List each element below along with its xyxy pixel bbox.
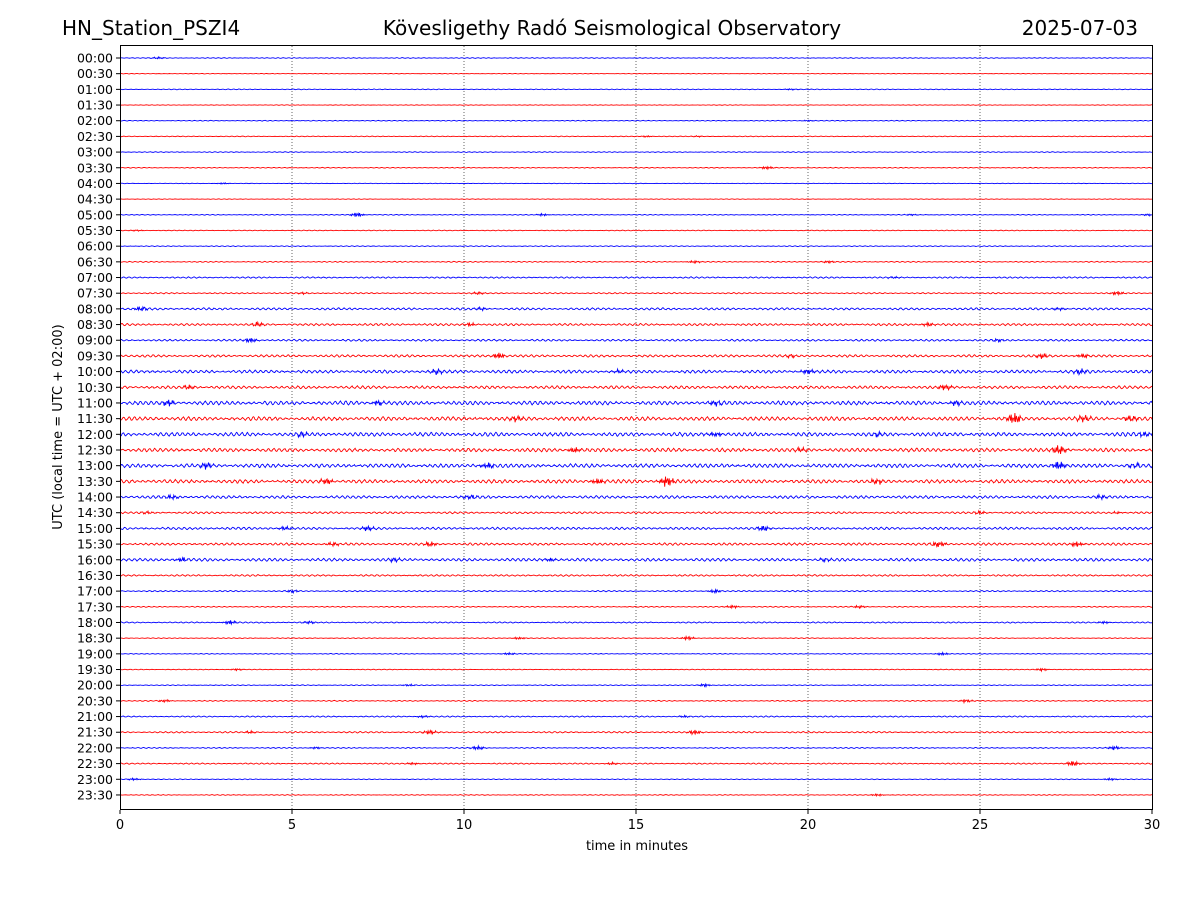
y-tick-label: 19:30 <box>77 662 113 677</box>
y-tick-label: 19:00 <box>77 646 113 661</box>
y-tick-label: 16:00 <box>77 552 113 567</box>
y-tick-label: 10:30 <box>77 380 113 395</box>
y-tick-label: 17:00 <box>77 584 113 599</box>
y-tick-label: 10:00 <box>77 364 113 379</box>
y-tick-label: 04:30 <box>77 192 113 207</box>
y-tick-label: 08:30 <box>77 317 113 332</box>
x-tick-label: 30 <box>1144 818 1161 833</box>
y-tick-label: 14:30 <box>77 505 113 520</box>
y-tick-label: 08:00 <box>77 301 113 316</box>
y-tick-label: 23:00 <box>77 772 113 787</box>
station-title: HN_Station_PSZI4 <box>62 16 240 40</box>
y-tick-label: 16:30 <box>77 568 113 583</box>
y-tick-label: 22:30 <box>77 756 113 771</box>
y-tick-label: 06:00 <box>77 239 113 254</box>
y-tick-label: 05:00 <box>77 207 113 222</box>
observatory-title: Kövesligethy Radó Seismological Observat… <box>383 16 841 40</box>
y-tick-label: 01:30 <box>77 98 113 113</box>
y-tick-label: 20:00 <box>77 678 113 693</box>
y-tick-label: 01:00 <box>77 82 113 97</box>
y-tick-label: 07:00 <box>77 270 113 285</box>
y-tick-label: 00:30 <box>77 66 113 81</box>
x-axis-label: time in minutes <box>586 839 688 854</box>
y-tick-label: 18:00 <box>77 615 113 630</box>
trace-0130 <box>120 105 1152 106</box>
y-tick-label: 22:00 <box>77 740 113 755</box>
y-tick-label: 23:30 <box>77 787 113 802</box>
x-tick-label: 10 <box>456 818 473 833</box>
y-tick-label: 13:30 <box>77 474 113 489</box>
y-tick-label: 04:00 <box>77 176 113 191</box>
y-tick-label: 20:30 <box>77 693 113 708</box>
y-tick-label: 11:00 <box>77 395 113 410</box>
y-tick-label: 21:30 <box>77 725 113 740</box>
y-tick-label: 15:30 <box>77 537 113 552</box>
x-tick-label: 0 <box>116 818 124 833</box>
y-tick-label: 03:00 <box>77 145 113 160</box>
y-tick-label: 11:30 <box>77 411 113 426</box>
y-tick-label: 09:00 <box>77 333 113 348</box>
y-tick-label: 21:00 <box>77 709 113 724</box>
y-tick-label: 07:30 <box>77 286 113 301</box>
y-tick-label: 12:00 <box>77 427 113 442</box>
y-tick-label: 12:30 <box>77 443 113 458</box>
y-axis-label: UTC (local time = UTC + 02:00) <box>51 324 66 529</box>
y-tick-label: 02:00 <box>77 113 113 128</box>
y-tick-label: 00:00 <box>77 51 113 66</box>
y-tick-label: 05:30 <box>77 223 113 238</box>
y-tick-label: 15:00 <box>77 521 113 536</box>
y-tick-label: 06:30 <box>77 254 113 269</box>
y-tick-label: 14:00 <box>77 490 113 505</box>
y-tick-label: 13:00 <box>77 458 113 473</box>
y-tick-label: 03:30 <box>77 160 113 175</box>
x-tick-label: 15 <box>628 818 645 833</box>
trace-0030 <box>120 73 1152 74</box>
date-title: 2025-07-03 <box>1022 16 1138 40</box>
y-tick-label: 09:30 <box>77 348 113 363</box>
y-tick-label: 17:30 <box>77 599 113 614</box>
x-tick-label: 5 <box>288 818 296 833</box>
y-tick-label: 18:30 <box>77 631 113 646</box>
x-tick-label: 25 <box>972 818 989 833</box>
y-tick-label: 02:30 <box>77 129 113 144</box>
x-tick-label: 20 <box>800 818 817 833</box>
